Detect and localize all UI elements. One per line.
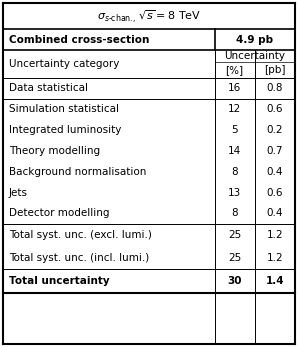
Text: 4.9 pb: 4.9 pb — [236, 35, 273, 45]
Text: Data statistical: Data statistical — [9, 84, 88, 93]
Text: 12: 12 — [228, 104, 241, 114]
Text: 30: 30 — [227, 276, 242, 286]
Text: 0.2: 0.2 — [267, 125, 283, 135]
Text: Total syst. unc. (incl. lumi.): Total syst. unc. (incl. lumi.) — [9, 253, 149, 263]
Text: Uncertainty category: Uncertainty category — [9, 59, 119, 69]
Text: Integrated luminosity: Integrated luminosity — [9, 125, 121, 135]
Text: 0.4: 0.4 — [267, 167, 283, 177]
Text: 0.4: 0.4 — [267, 209, 283, 218]
Text: 0.6: 0.6 — [267, 104, 283, 114]
Text: 25: 25 — [228, 253, 241, 263]
Text: 0.8: 0.8 — [267, 84, 283, 93]
Text: 1.4: 1.4 — [266, 276, 284, 286]
Text: Simulation statistical: Simulation statistical — [9, 104, 119, 114]
Text: Combined cross-section: Combined cross-section — [9, 35, 149, 45]
Text: 25: 25 — [228, 230, 241, 240]
Text: 1.2: 1.2 — [267, 253, 283, 263]
Text: 8: 8 — [231, 167, 238, 177]
Text: 0.7: 0.7 — [267, 146, 283, 156]
Text: $\sigma_{s\text{-chan.,}}\; \sqrt{s} = 8$ TeV: $\sigma_{s\text{-chan.,}}\; \sqrt{s} = 8… — [97, 8, 201, 25]
Text: Jets: Jets — [9, 188, 28, 197]
Text: Background normalisation: Background normalisation — [9, 167, 146, 177]
Text: 0.6: 0.6 — [267, 188, 283, 197]
Text: 16: 16 — [228, 84, 241, 93]
Text: 1.2: 1.2 — [267, 230, 283, 240]
Text: 8: 8 — [231, 209, 238, 218]
Text: [%]: [%] — [226, 65, 244, 75]
Text: 5: 5 — [231, 125, 238, 135]
Text: 14: 14 — [228, 146, 241, 156]
Text: [pb]: [pb] — [264, 65, 286, 75]
Text: Theory modelling: Theory modelling — [9, 146, 100, 156]
Text: Total uncertainty: Total uncertainty — [9, 276, 110, 286]
Text: Total syst. unc. (excl. lumi.): Total syst. unc. (excl. lumi.) — [9, 230, 152, 240]
Text: Detector modelling: Detector modelling — [9, 209, 109, 218]
Text: 13: 13 — [228, 188, 241, 197]
Text: Uncertainty: Uncertainty — [224, 51, 285, 61]
